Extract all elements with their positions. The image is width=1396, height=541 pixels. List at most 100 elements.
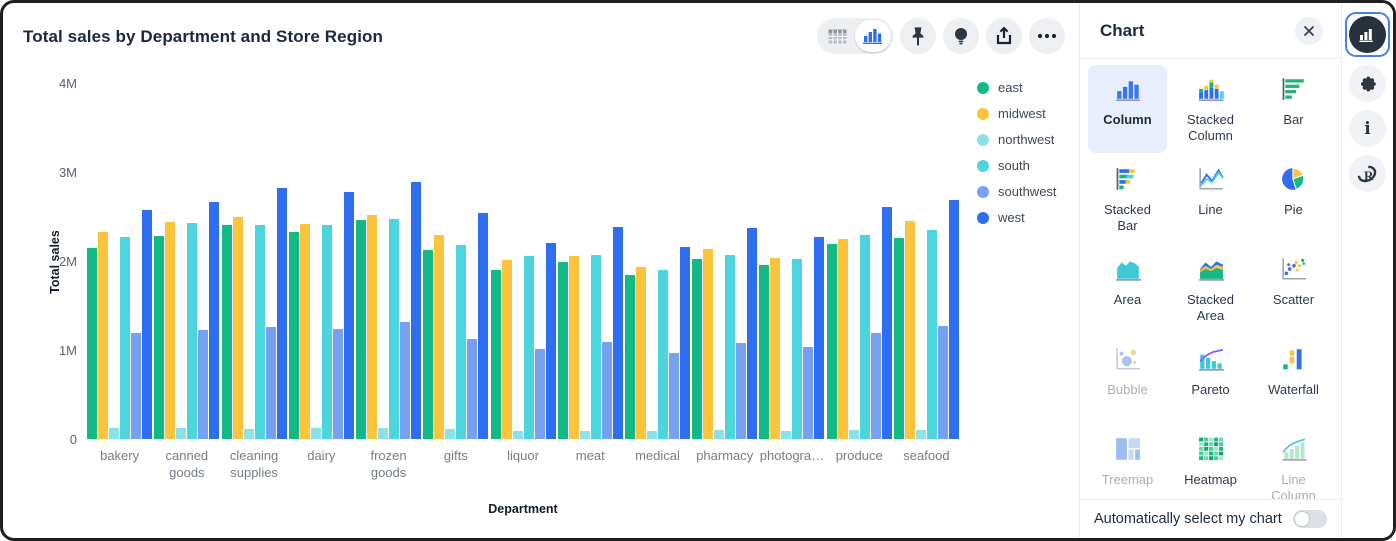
chart-type-grid: Column Stacked Column Bar Stacked Bar Line Pi…: [1080, 59, 1341, 499]
heatmap-chart-icon: [1196, 436, 1226, 467]
rail-r-notebook-button[interactable]: R: [1349, 155, 1386, 192]
legend-item-south: south: [977, 158, 1057, 173]
bar-midwest: [770, 258, 781, 439]
chart-type-stacked-area[interactable]: Stacked Area: [1171, 245, 1250, 333]
chart-type-scatter[interactable]: Scatter: [1254, 245, 1333, 333]
legend-label: south: [998, 158, 1030, 173]
bar-west: [411, 181, 422, 439]
bar-west: [747, 228, 758, 439]
x-tick-label: bakery: [100, 448, 140, 463]
x-tick-label: medical: [635, 448, 680, 463]
chart-type-column[interactable]: Column: [1088, 65, 1167, 153]
lightbulb-icon: [955, 28, 967, 45]
pin-button[interactable]: [900, 18, 936, 54]
x-tick-label: cleaning supplies: [229, 448, 279, 481]
bar-southwest: [601, 342, 612, 439]
bar-chart-icon: [1279, 76, 1309, 107]
area-chart-icon: [1113, 256, 1143, 287]
chart-type-bar[interactable]: Bar: [1254, 65, 1333, 153]
bar-south: [254, 225, 265, 439]
bar-south: [926, 229, 937, 439]
chart-type-line[interactable]: Line: [1171, 155, 1250, 243]
bar-west: [276, 188, 287, 439]
bar-northwest: [445, 429, 456, 439]
bar-east: [221, 225, 232, 439]
x-tick-label: photogra…: [759, 448, 825, 463]
bar-south: [590, 254, 601, 439]
rail-info-button[interactable]: i: [1349, 110, 1386, 147]
svg-text:R: R: [1364, 168, 1374, 183]
close-icon: [1304, 25, 1314, 36]
chart-view-button[interactable]: [855, 20, 891, 52]
view-toggle: [817, 18, 893, 54]
bar-east: [893, 237, 904, 439]
chart-type-label: Stacked Bar: [1104, 202, 1151, 234]
ellipsis-icon: [1037, 33, 1057, 39]
bar-east: [87, 247, 98, 439]
share-button[interactable]: [986, 18, 1022, 54]
insights-button[interactable]: [943, 18, 979, 54]
panel-title: Chart: [1100, 20, 1145, 40]
bar-west: [545, 243, 556, 439]
legend-item-northwest: northwest: [977, 132, 1057, 147]
rail-chart-button[interactable]: [1349, 16, 1386, 53]
more-options-button[interactable]: [1029, 18, 1065, 54]
bar-south: [725, 254, 736, 439]
legend-dot: [977, 81, 989, 94]
bar-northwest: [915, 430, 926, 439]
bar-south: [523, 255, 534, 439]
chart-type-heatmap[interactable]: Heatmap: [1171, 425, 1250, 499]
bar-northwest: [848, 430, 859, 439]
column-chart-icon: [863, 29, 882, 44]
y-tick-label: 0: [69, 432, 77, 447]
y-tick-label: 1M: [58, 343, 77, 358]
chart-type-waterfall[interactable]: Waterfall: [1254, 335, 1333, 423]
chart-legend: east midwest northwest south southwest west: [977, 80, 1057, 225]
x-axis-title: Department: [488, 502, 558, 516]
scatter-chart-icon: [1279, 256, 1309, 287]
chart-type-pie[interactable]: Pie: [1254, 155, 1333, 243]
chart-type-label: Line Column: [1271, 472, 1316, 499]
share-icon: [996, 26, 1012, 45]
bar-northwest: [378, 428, 389, 439]
x-tick-label: dairy: [307, 448, 336, 463]
auto-select-toggle[interactable]: [1293, 510, 1327, 528]
bubble-chart-icon: [1113, 346, 1143, 377]
bar-east: [826, 244, 837, 439]
bar-midwest: [703, 248, 714, 439]
bar-northwest: [714, 430, 725, 439]
chart-type-label: Area: [1113, 292, 1142, 307]
close-panel-button[interactable]: [1295, 16, 1323, 45]
bar-midwest: [367, 214, 378, 439]
chart-type-stacked-bar[interactable]: Stacked Bar: [1088, 155, 1167, 243]
bar-southwest: [534, 349, 545, 439]
chart-type-area[interactable]: Area: [1088, 245, 1167, 333]
table-view-button[interactable]: [819, 20, 855, 52]
rail-settings-button[interactable]: [1349, 65, 1386, 102]
x-tick-label: liquor: [507, 448, 539, 463]
bar-northwest: [646, 431, 657, 439]
pareto-chart-icon: [1196, 346, 1226, 377]
bar-northwest: [109, 428, 120, 439]
bar-northwest: [310, 428, 321, 439]
bar-midwest: [635, 267, 646, 439]
chart-type-line-column: Line Column: [1254, 425, 1333, 499]
chart-type-label: Stacked Column: [1187, 112, 1234, 144]
chart-type-pareto[interactable]: Pareto: [1171, 335, 1250, 423]
bar-south: [792, 259, 803, 439]
bar-midwest: [904, 220, 915, 439]
x-tick-label: meat: [575, 448, 605, 463]
stacked-bar-chart-icon: [1113, 166, 1143, 197]
legend-label: southwest: [998, 184, 1057, 199]
bar-northwest: [781, 431, 792, 439]
chart-settings-panel: Chart Column Stacked Column Bar Stacked Bar…: [1079, 3, 1341, 538]
chart-type-label: Waterfall: [1268, 382, 1319, 397]
bar-south: [456, 244, 467, 439]
bar-east: [423, 250, 434, 439]
bar-northwest: [176, 428, 187, 439]
bar-east: [154, 236, 165, 439]
chart-type-treemap: Treemap: [1088, 425, 1167, 499]
x-tick-label: frozen goods: [370, 448, 407, 481]
y-tick-label: 3M: [58, 165, 77, 180]
chart-type-stacked-column[interactable]: Stacked Column: [1171, 65, 1250, 153]
